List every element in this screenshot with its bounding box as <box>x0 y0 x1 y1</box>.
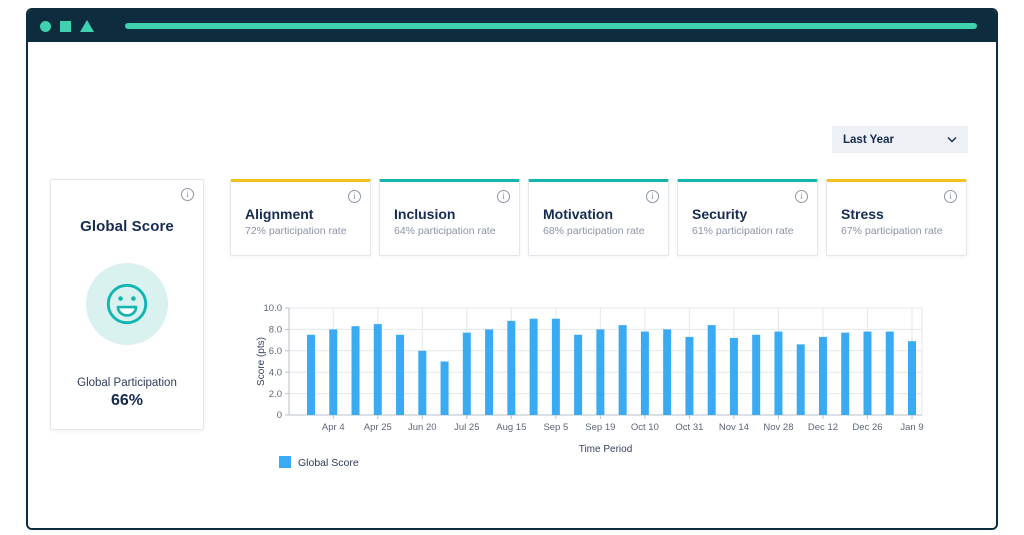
bar <box>729 337 738 415</box>
y-tick-label: 4.0 <box>269 367 282 378</box>
browser-titlebar <box>28 10 996 42</box>
bar <box>863 331 872 415</box>
x-tick-label: Sep 19 <box>585 422 615 433</box>
global-score-card: Global Score Global Participation 66% <box>50 179 204 430</box>
global-score-title: Global Score <box>80 218 174 235</box>
bar <box>618 325 627 415</box>
x-tick-label: Oct 31 <box>675 422 703 433</box>
y-tick-label: 2.0 <box>269 389 282 400</box>
bar <box>440 361 449 415</box>
bar <box>596 329 605 415</box>
bar <box>752 334 761 415</box>
x-tick-label: Apr 4 <box>322 422 345 433</box>
x-tick-label: Dec 26 <box>852 422 882 433</box>
x-tick-label: Jul 25 <box>454 422 479 433</box>
dashboard-content: Last Year Global Score Global Participat… <box>28 42 996 528</box>
metric-title: Inclusion <box>394 206 456 222</box>
bar <box>574 334 583 415</box>
window-control-triangle-icon[interactable] <box>80 20 94 32</box>
bar <box>507 320 516 415</box>
metric-title: Stress <box>841 206 884 222</box>
mood-indicator <box>86 263 168 345</box>
y-tick-label: 8.0 <box>269 325 282 336</box>
metric-card-security[interactable]: Security 61% participation rate <box>677 179 818 256</box>
app-window: Last Year Global Score Global Participat… <box>26 8 998 530</box>
bar <box>841 332 850 415</box>
bar <box>307 334 315 415</box>
bar <box>529 318 538 415</box>
bar <box>774 331 783 415</box>
bar <box>485 329 494 415</box>
metric-subtitle: 67% participation rate <box>841 225 943 237</box>
metric-subtitle: 68% participation rate <box>543 225 645 237</box>
x-tick-label: Aug 15 <box>496 422 526 433</box>
x-tick-label: Nov 14 <box>719 422 749 433</box>
metric-title: Alignment <box>245 206 314 222</box>
x-axis-title: Time Period <box>579 444 633 455</box>
window-control-square-icon[interactable] <box>60 20 71 32</box>
y-tick-label: 6.0 <box>269 346 282 357</box>
bar <box>373 324 382 415</box>
bar <box>462 332 471 415</box>
bar <box>908 341 916 415</box>
bar <box>551 318 560 415</box>
metric-title: Security <box>692 206 748 222</box>
x-tick-label: Dec 12 <box>808 422 838 433</box>
smiley-happy-icon <box>106 283 148 325</box>
metric-card-motivation[interactable]: Motivation 68% participation rate <box>528 179 669 256</box>
metric-title: Motivation <box>543 206 613 222</box>
bar <box>707 325 716 415</box>
score-bar-chart: 0 2.0 4.0 6.0 8.0 10.0 Apr 4 Apr 25 Jun 20 Jul 25… <box>256 303 924 469</box>
legend-label[interactable]: Global Score <box>298 457 359 469</box>
x-tick-label: Apr 25 <box>364 422 392 433</box>
metric-card-stress[interactable]: Stress 67% participation rate <box>826 179 967 256</box>
bar <box>640 331 649 415</box>
legend-swatch[interactable] <box>279 456 291 468</box>
x-tick-label: Jan 9 <box>900 422 923 433</box>
metric-subtitle: 61% participation rate <box>692 225 794 237</box>
info-icon[interactable] <box>497 190 510 203</box>
address-bar <box>125 23 977 29</box>
bar <box>329 329 338 415</box>
y-tick-label: 0 <box>277 410 282 421</box>
bar <box>885 331 894 415</box>
info-icon[interactable] <box>944 190 957 203</box>
bar <box>418 350 427 415</box>
x-tick-label: Nov 28 <box>763 422 793 433</box>
metric-card-alignment[interactable]: Alignment 72% participation rate <box>230 179 371 256</box>
info-icon[interactable] <box>181 188 194 201</box>
metric-subtitle: 72% participation rate <box>245 225 347 237</box>
time-range-dropdown[interactable]: Last Year <box>832 126 968 153</box>
chevron-down-icon <box>947 137 957 143</box>
y-axis-title: Score (pts) <box>256 337 267 386</box>
info-icon[interactable] <box>646 190 659 203</box>
metric-subtitle: 64% participation rate <box>394 225 496 237</box>
global-participation-value: 66% <box>110 392 144 409</box>
info-icon[interactable] <box>795 190 808 203</box>
y-tick-label: 10.0 <box>264 303 283 314</box>
time-range-value: Last Year <box>843 133 894 146</box>
x-tick-label: Jun 20 <box>408 422 437 433</box>
global-score-chart: 0 2.0 4.0 6.0 8.0 10.0 Apr 4 Apr 25 Jun 20 Jul 25… <box>238 282 958 482</box>
metric-card-inclusion[interactable]: Inclusion 64% participation rate <box>379 179 520 256</box>
bar <box>818 336 827 415</box>
bar <box>396 334 405 415</box>
bar <box>796 344 805 415</box>
bar <box>685 336 694 415</box>
x-tick-label: Sep 5 <box>543 422 568 433</box>
info-icon[interactable] <box>348 190 361 203</box>
x-tick-label: Oct 10 <box>631 422 659 433</box>
window-control-circle-icon[interactable] <box>40 20 51 32</box>
bar <box>351 326 360 415</box>
global-participation-label: Global Participation <box>77 377 177 389</box>
bar <box>663 329 672 415</box>
